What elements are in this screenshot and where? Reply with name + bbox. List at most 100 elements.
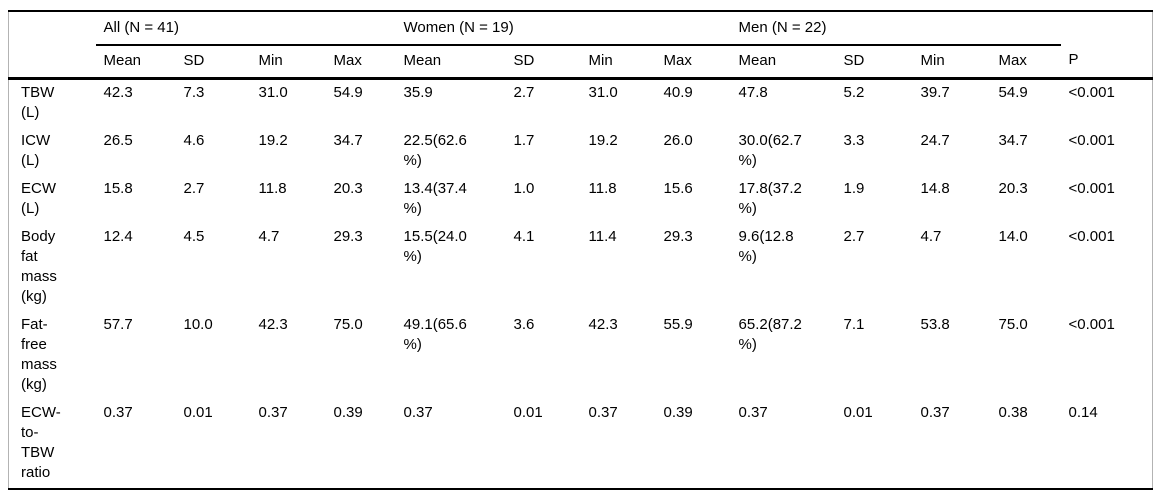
- table-cell: 14.8: [920, 180, 950, 197]
- table-cell: 54.9: [998, 84, 1028, 101]
- table-cell: <0.001: [1068, 84, 1115, 101]
- table-cell: <0.001: [1068, 316, 1115, 333]
- table-cell: 0.01: [843, 404, 873, 421]
- group-header-row: All (N = 41) Women (N = 19) Men (N = 22): [9, 11, 1153, 46]
- group-header-women: Women (N = 19): [395, 11, 731, 46]
- table-cell: 3.3: [843, 132, 865, 149]
- table-row: Fat- free mass (kg) 57.7 10.0 42.3 75.0 49.1(…: [9, 312, 1153, 400]
- table-cell: 10.0: [183, 316, 213, 333]
- table-cell: 49.1(65.6 %): [403, 316, 467, 353]
- table-row: ECW (L) 15.8 2.7 11.8 20.3 13.4(37.4 %) 1.0 11.…: [9, 176, 1153, 224]
- table-cell: 42.3: [258, 316, 288, 333]
- table-cell: 0.01: [183, 404, 213, 421]
- row-label: ICW (L): [21, 132, 51, 169]
- table-header: All (N = 41) Women (N = 19) Men (N = 22)…: [8, 11, 1153, 80]
- table-cell: 20.3: [998, 180, 1028, 197]
- table-cell: 0.39: [663, 404, 693, 421]
- table-cell: 12.4: [103, 228, 133, 245]
- table-cell: 29.3: [663, 228, 693, 245]
- table-cell: 2.7: [183, 180, 205, 197]
- table-cell: 4.6: [183, 132, 205, 149]
- table-cell: 5.2: [843, 84, 865, 101]
- group-header-all: All (N = 41): [95, 11, 396, 46]
- table-cell: 39.7: [920, 84, 950, 101]
- table-cell: 65.2(87.2 %): [738, 316, 802, 353]
- table-cell: 0.37: [403, 404, 433, 421]
- table-cell: 17.8(37.2 %): [738, 180, 802, 217]
- col-header-women-min: Min: [580, 45, 656, 80]
- row-label: Body fat mass (kg): [21, 228, 57, 305]
- table-cell: 26.0: [663, 132, 693, 149]
- table-cell: 0.38: [998, 404, 1028, 421]
- col-header-women-mean: Mean: [395, 45, 506, 80]
- table-cell: 34.7: [333, 132, 363, 149]
- table-cell: 40.9: [663, 84, 693, 101]
- table-cell: 0.37: [738, 404, 768, 421]
- table-cell: 34.7: [998, 132, 1028, 149]
- table-cell: 29.3: [333, 228, 363, 245]
- table-cell: 3.6: [513, 316, 535, 333]
- table-cell: 19.2: [588, 132, 618, 149]
- col-header-women-max: Max: [655, 45, 731, 80]
- col-header-men-max: Max: [990, 45, 1061, 80]
- row-label: Fat- free mass (kg): [21, 316, 57, 393]
- col-header-all-max: Max: [325, 45, 396, 80]
- table-cell: 0.37: [588, 404, 618, 421]
- subheader-row: Mean SD Min Max Mean SD Min Max Mean SD …: [8, 45, 1153, 80]
- table-cell: 0.37: [103, 404, 133, 421]
- table-cell: 7.3: [183, 84, 205, 101]
- table-cell: 0.39: [333, 404, 363, 421]
- table-cell: 15.5(24.0 %): [403, 228, 467, 265]
- table-row: ECW- to- TBW ratio 0.37 0.01 0.37 0.39 0.37 0.…: [9, 400, 1153, 489]
- table-cell: 11.8: [588, 180, 617, 197]
- table-cell: 1.7: [513, 132, 535, 149]
- table-cell: 55.9: [663, 316, 693, 333]
- row-label: ECW- to- TBW ratio: [21, 404, 61, 481]
- table-cell: 2.7: [843, 228, 865, 245]
- col-header-men-sd: SD: [835, 45, 913, 80]
- table-cell: 42.3: [588, 316, 618, 333]
- table-row: ICW (L) 26.5 4.6 19.2 34.7 22.5(62.6 %) 1.7 19.…: [9, 128, 1153, 176]
- table-cell: 4.5: [183, 228, 205, 245]
- table-cell: 0.37: [258, 404, 288, 421]
- table-cell: 11.4: [588, 228, 617, 245]
- table-cell: 2.7: [513, 84, 535, 101]
- table-cell: 11.8: [258, 180, 287, 197]
- table-cell: 15.6: [663, 180, 693, 197]
- table-row: Body fat mass (kg) 12.4 4.5 4.7 29.3 15.5(24.…: [9, 224, 1153, 312]
- table-cell: 19.2: [258, 132, 288, 149]
- table-cell: 4.7: [258, 228, 280, 245]
- table-cell: 42.3: [103, 84, 133, 101]
- table-cell: 31.0: [588, 84, 618, 101]
- table-cell: 75.0: [998, 316, 1028, 333]
- table-cell: 0.01: [513, 404, 543, 421]
- row-label: TBW (L): [21, 84, 55, 121]
- p-corner-cell: [1061, 11, 1153, 45]
- table-cell: <0.001: [1068, 180, 1115, 197]
- label-column-header: [8, 45, 96, 80]
- table-cell: 54.9: [333, 84, 363, 101]
- table-cell: 1.0: [513, 180, 535, 197]
- table-body: TBW (L) 42.3 7.3 31.0 54.9 35.9 2.7 31.0 40.9 47.…: [9, 79, 1153, 490]
- corner-cell: [9, 11, 96, 45]
- table-row: TBW (L) 42.3 7.3 31.0 54.9 35.9 2.7 31.0 40.9 47.…: [9, 79, 1153, 129]
- group-header-men: Men (N = 22): [730, 11, 1061, 46]
- table-cell: 35.9: [403, 84, 433, 101]
- body-composition-table: All (N = 41) Women (N = 19) Men (N = 22)…: [8, 10, 1154, 490]
- col-header-all-min: Min: [250, 45, 326, 80]
- table-cell: 0.14: [1068, 404, 1098, 421]
- table-cell: 7.1: [843, 316, 865, 333]
- col-header-men-min: Min: [912, 45, 991, 80]
- table-cell: 31.0: [258, 84, 288, 101]
- table-cell: <0.001: [1068, 228, 1115, 245]
- table-cell: 47.8: [738, 84, 768, 101]
- table-cell: 14.0: [998, 228, 1028, 245]
- table-cell: 4.1: [513, 228, 535, 245]
- table-cell: 22.5(62.6 %): [403, 132, 467, 169]
- table-cell: 1.9: [843, 180, 865, 197]
- col-header-women-sd: SD: [505, 45, 581, 80]
- table-container: All (N = 41) Women (N = 19) Men (N = 22)…: [8, 10, 1154, 490]
- col-header-all-mean: Mean: [95, 45, 176, 80]
- table-cell: 26.5: [103, 132, 133, 149]
